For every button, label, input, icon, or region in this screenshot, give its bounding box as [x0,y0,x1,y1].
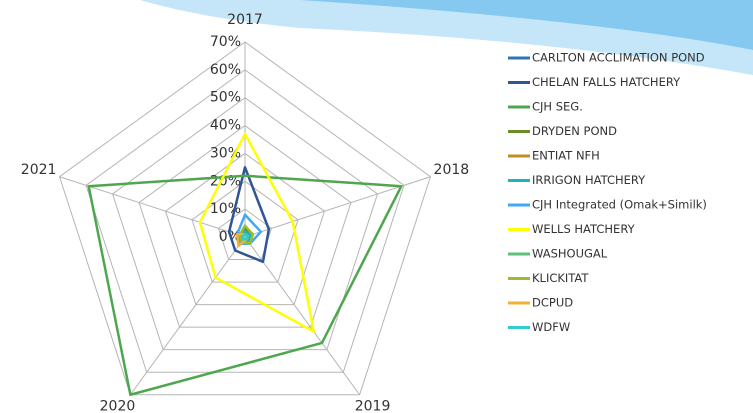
r-tick-label: 40% [210,118,241,134]
legend-label: KLICKITAT [532,271,589,285]
legend-label: CARLTON ACCLIMATION POND [532,51,705,65]
category-label: 2017 [227,12,263,28]
legend-label: WELLS HATCHERY [532,222,636,236]
legend-label: CJH SEG. [532,100,583,114]
grid-ring [58,41,432,396]
r-tick-label: 60% [210,62,241,78]
category-label: 2018 [434,162,470,178]
spoke [129,236,246,396]
series-line [235,213,263,246]
r-tick-label: 70% [210,34,241,50]
grid-ring [138,124,352,328]
grid-ring [85,69,405,373]
legend-label: DRYDEN POND [532,124,617,138]
category-label: 2020 [100,399,136,413]
r-tick-label: 50% [210,90,241,106]
legend-label: DCPUD [532,296,573,310]
series-line [241,232,249,241]
legend-label: WDFW [532,320,570,334]
category-label: 2021 [21,162,57,178]
legend-label: CHELAN FALLS HATCHERY [532,75,681,89]
series-line [227,166,271,264]
spoke [244,236,361,396]
series-line [87,174,403,397]
category-label: 2019 [355,399,391,413]
grid-ring [164,152,326,306]
legend-label: ENTIAT NFH [532,149,600,163]
header-swoosh [300,0,753,50]
legend-label: WASHOUGAL [532,247,608,261]
series-line [198,132,316,333]
legend-label: IRRIGON HATCHERY [532,173,646,187]
legend-label: CJH Integrated (Omak+Similk) [532,198,707,212]
grid-ring [111,97,379,351]
